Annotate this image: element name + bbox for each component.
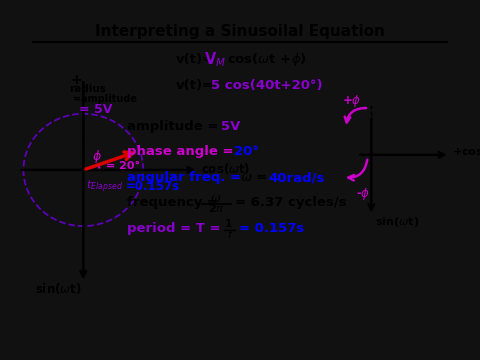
Text: 20°: 20° bbox=[234, 145, 259, 158]
Text: 5V: 5V bbox=[221, 120, 240, 133]
Text: radius: radius bbox=[70, 84, 107, 94]
Text: 2$\pi$: 2$\pi$ bbox=[208, 202, 224, 214]
Text: cos($\omega$t): cos($\omega$t) bbox=[201, 161, 250, 176]
Text: period = T =: period = T = bbox=[127, 222, 225, 235]
Text: frequency =: frequency = bbox=[127, 196, 223, 209]
Text: = 0.157s: = 0.157s bbox=[239, 222, 304, 235]
Text: +: + bbox=[71, 73, 82, 87]
Text: =0.157s: =0.157s bbox=[126, 180, 180, 193]
Text: cos($\omega$t +$\phi$): cos($\omega$t +$\phi$) bbox=[227, 51, 307, 68]
Text: 5 cos(40t+20°): 5 cos(40t+20°) bbox=[211, 79, 323, 92]
Text: +$\phi$: +$\phi$ bbox=[342, 94, 361, 109]
Text: = 6.37 cycles/s: = 6.37 cycles/s bbox=[235, 196, 347, 209]
Text: =amplitude: =amplitude bbox=[73, 94, 137, 104]
Text: = 20°: = 20° bbox=[107, 161, 141, 171]
Text: V$_M$: V$_M$ bbox=[204, 50, 226, 69]
Text: +cos($\omega$t): +cos($\omega$t) bbox=[452, 145, 480, 159]
Text: v(t)=: v(t)= bbox=[176, 79, 214, 92]
Text: $\omega$: $\omega$ bbox=[210, 192, 222, 205]
Text: $\omega$ =: $\omega$ = bbox=[240, 171, 267, 184]
Text: 1: 1 bbox=[225, 219, 232, 229]
Text: amplitude =: amplitude = bbox=[127, 120, 223, 133]
Text: $t_{Elapsed}$: $t_{Elapsed}$ bbox=[85, 178, 122, 194]
Text: phase angle =: phase angle = bbox=[127, 145, 238, 158]
Text: 40rad/s: 40rad/s bbox=[269, 171, 325, 184]
Text: sin($\omega$t): sin($\omega$t) bbox=[35, 281, 81, 296]
Text: -$\phi$: -$\phi$ bbox=[356, 186, 370, 202]
Text: angular freq. =: angular freq. = bbox=[127, 171, 246, 184]
Text: Interpreting a Sinusoilal Equation: Interpreting a Sinusoilal Equation bbox=[95, 24, 385, 39]
Text: $\phi$: $\phi$ bbox=[92, 148, 102, 165]
Text: f: f bbox=[227, 230, 231, 240]
Text: = 5V: = 5V bbox=[79, 103, 112, 116]
Text: v(t)=: v(t)= bbox=[176, 53, 214, 66]
Text: sin($\omega$t): sin($\omega$t) bbox=[375, 215, 419, 229]
